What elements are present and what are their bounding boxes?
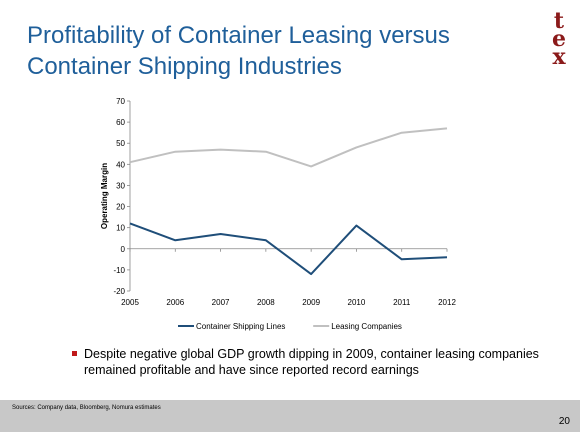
y-tick-label: -20 [113, 287, 125, 296]
x-tick-label: 2006 [166, 298, 184, 307]
series-line-leasing-companies [129, 127, 448, 168]
y-tick-label: 70 [116, 97, 125, 106]
page-number: 20 [558, 416, 570, 427]
x-tick-label: 2010 [348, 298, 366, 307]
x-tick-label: 2008 [257, 298, 275, 307]
logo-letter-x: x [552, 44, 566, 70]
y-tick-label: 20 [116, 203, 125, 212]
bullet-text: Despite negative global GDP growth dippi… [84, 347, 539, 377]
tex-logo: t e x [544, 8, 574, 70]
x-tick-label: 2009 [302, 298, 320, 307]
slide-title: Profitability of Container Leasing versu… [27, 22, 450, 80]
y-tick-label: -10 [113, 266, 125, 275]
x-tick-label: 2012 [438, 298, 456, 307]
footer-bar: Sources: Company data, Bloomberg, Nomura… [0, 400, 580, 432]
y-tick-label: 10 [116, 224, 125, 233]
legend-label: Container Shipping Lines [196, 322, 285, 331]
y-tick-label: 40 [116, 160, 125, 169]
y-tick-label: 0 [121, 245, 126, 254]
x-tick-label: 2007 [212, 298, 230, 307]
sources-note: Sources: Company data, Bloomberg, Nomura… [12, 405, 161, 411]
series-line-shipping-lines [129, 222, 448, 276]
y-tick-label: 60 [116, 118, 125, 127]
bullet-point: Despite negative global GDP growth dippi… [72, 346, 544, 378]
y-axis-label: Operating Margin [100, 163, 109, 229]
x-tick-label: 2005 [121, 298, 139, 307]
x-tick-label: 2011 [393, 298, 411, 307]
y-tick-label: 50 [116, 139, 125, 148]
logo-letter-e: e [552, 26, 566, 52]
operating-margin-chart: -20 -10 0 10 20 30 40 50 60 70 2005 2006 2007 2008 200… [100, 97, 456, 331]
y-tick-label: 30 [116, 181, 125, 190]
bullet-square-icon [72, 351, 77, 356]
logo-letter-t: t [553, 8, 565, 34]
legend-label: Leasing Companies [331, 322, 402, 331]
